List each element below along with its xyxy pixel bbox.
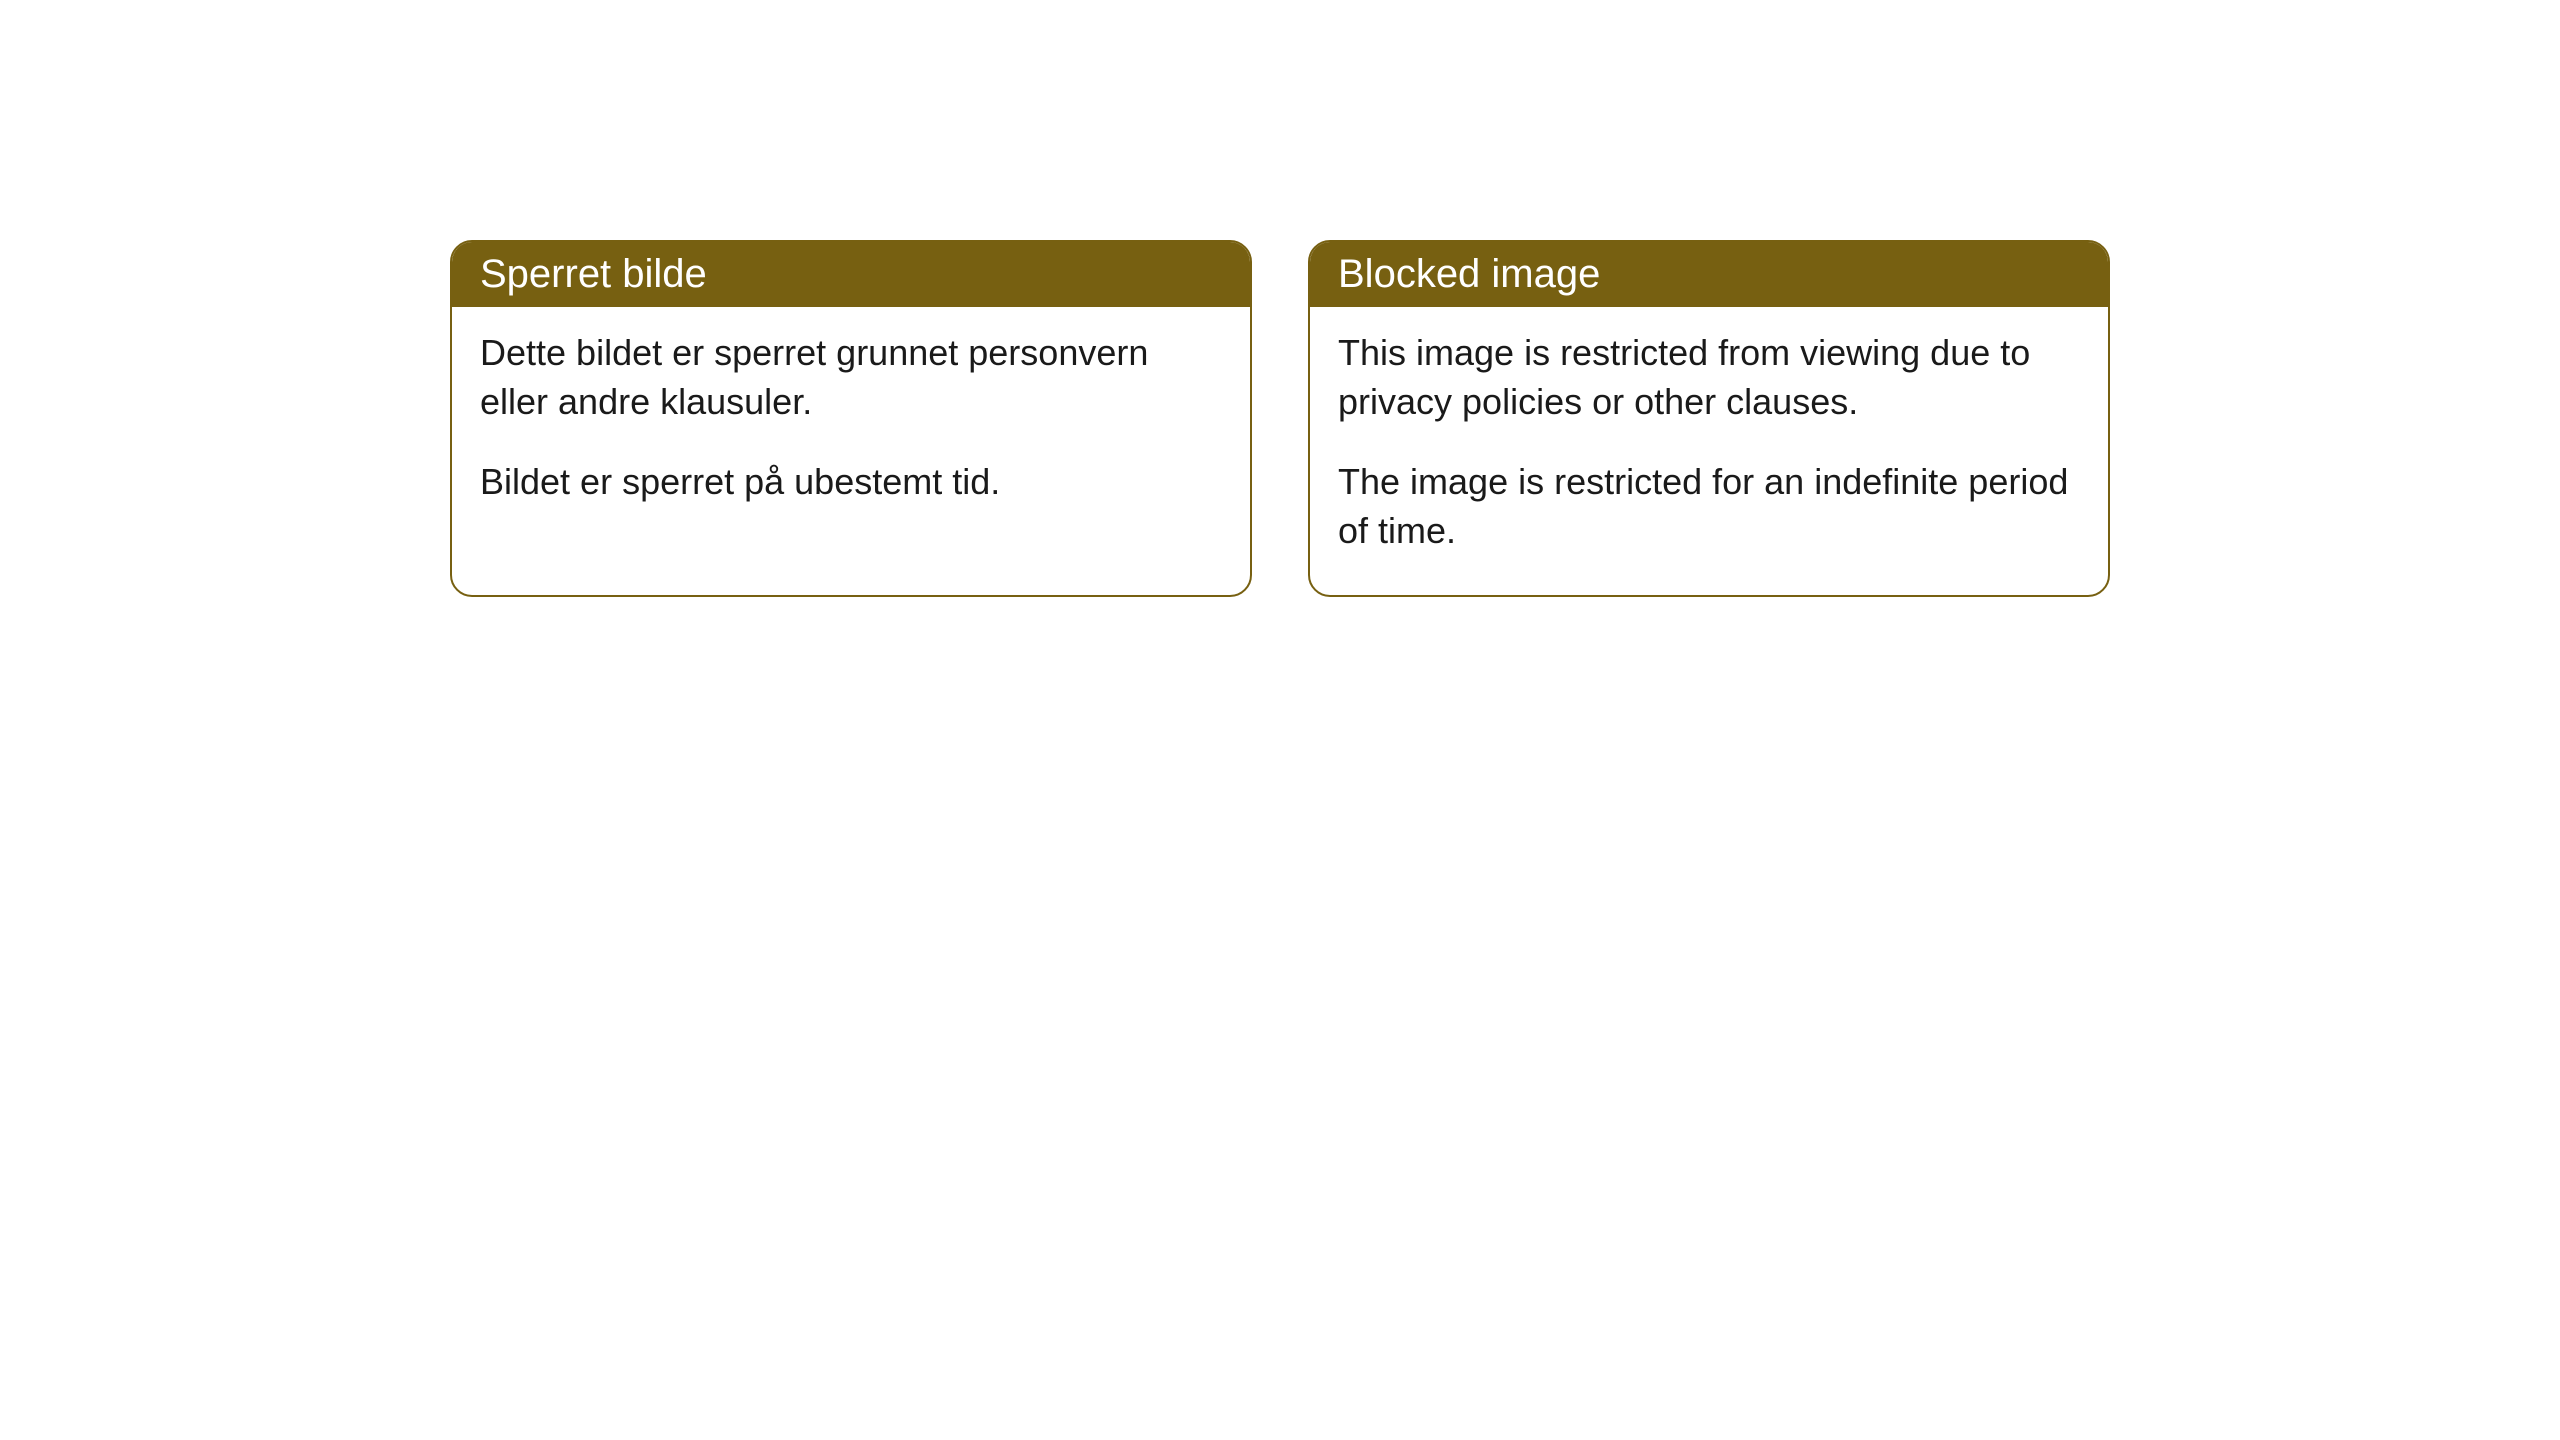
notice-paragraph: Bildet er sperret på ubestemt tid. (480, 458, 1222, 507)
notice-paragraph: This image is restricted from viewing du… (1338, 329, 2080, 426)
card-body: Dette bildet er sperret grunnet personve… (452, 307, 1250, 547)
notice-paragraph: The image is restricted for an indefinit… (1338, 458, 2080, 555)
card-header: Sperret bilde (452, 242, 1250, 307)
notice-card-english: Blocked image This image is restricted f… (1308, 240, 2110, 597)
card-body: This image is restricted from viewing du… (1310, 307, 2108, 595)
notice-cards-container: Sperret bilde Dette bildet er sperret gr… (450, 240, 2110, 597)
notice-paragraph: Dette bildet er sperret grunnet personve… (480, 329, 1222, 426)
notice-card-norwegian: Sperret bilde Dette bildet er sperret gr… (450, 240, 1252, 597)
card-header: Blocked image (1310, 242, 2108, 307)
